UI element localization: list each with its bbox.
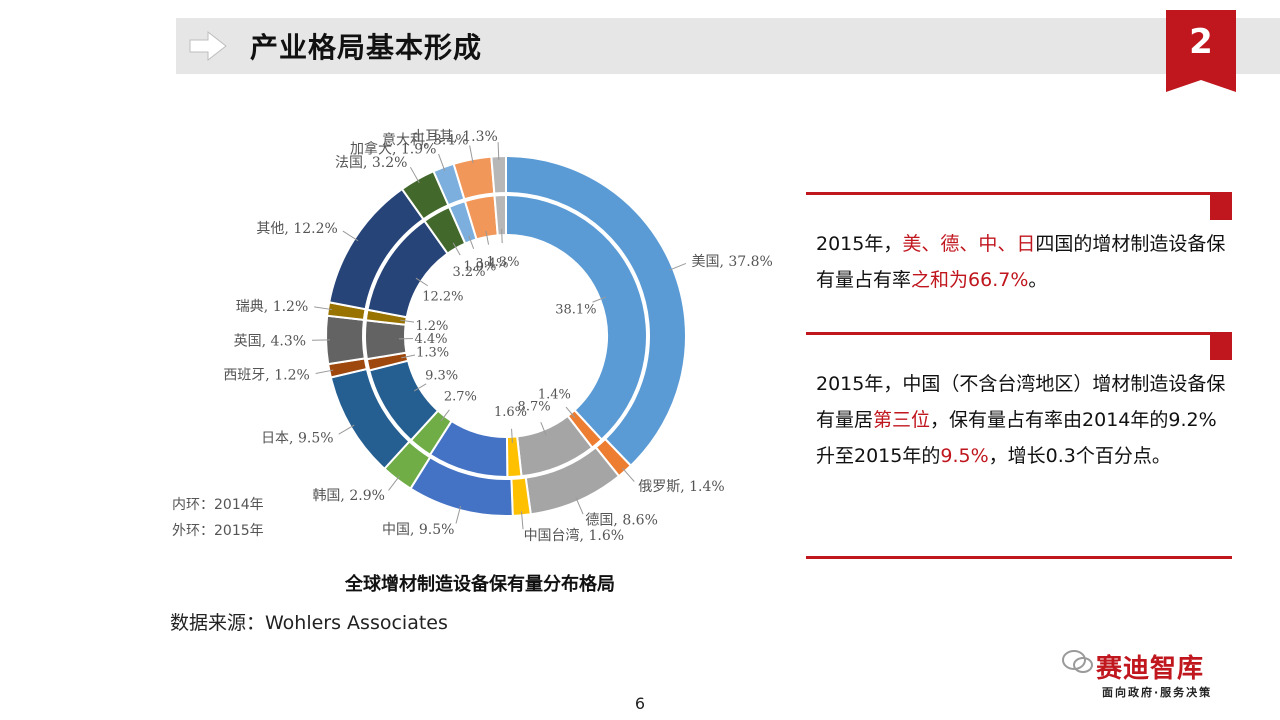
highlight-text: 美、德、中、日 [902,233,1036,255]
highlight-text: 第三位 [873,409,931,431]
leader-line [413,383,427,392]
leader-line [669,262,687,271]
info-text-segment: 。 [1028,269,1048,291]
info-box-1: 2015年，美、德、中、日四国的增材制造设备保有量占有率之和为66.7%。 [806,192,1232,298]
leader-line [501,229,503,244]
highlight-text: 9.5% [940,445,989,467]
leader-line [388,475,400,491]
leader-line [440,409,450,422]
leader-line [511,428,513,443]
watermark-logo: 赛迪智库 [1096,654,1205,684]
arrow-right-icon [189,30,227,62]
outer-data-label: 日本, 9.5% [261,430,333,446]
outer-data-label: 英国, 4.3% [234,332,306,349]
inner-slice [364,319,408,361]
outer-data-label: 西班牙, 1.2% [223,368,309,384]
outer-data-label: 韩国, 2.9% [312,488,384,504]
inner-data-label: 1.6% [494,405,527,420]
leader-line [438,153,446,172]
outer-slice [325,314,366,366]
outer-data-label: 美国, 37.8% [691,254,772,270]
inner-data-label: 38.1% [555,303,596,318]
inner-data-label: 9.3% [425,369,458,384]
inner-data-label: 1.2% [415,319,448,334]
inner-data-label: 1.9% [463,260,496,275]
bottom-rule [806,556,1232,559]
info-text-segment: ，保有量占有率由2014年的9.2%升至2015年的 [816,409,1217,467]
outer-data-label: 瑞典, 1.2% [236,299,308,315]
info-box-2: 2015年，中国（不含台湾地区）增材制造设备保有量居第三位，保有量占有率由201… [806,332,1232,474]
inner-data-label: 1.3% [416,345,449,360]
inner-data-label: 2.7% [444,390,477,405]
inner-data-label: 12.2% [422,289,463,304]
leader-line [622,467,635,482]
outer-data-label: 中国, 9.5% [382,522,454,538]
highlight-text: 之和为66.7% [911,269,1029,291]
leader-line [338,424,355,435]
page-title: 产业格局基本形成 [250,31,483,64]
leader-line [315,369,334,375]
leader-line [497,142,500,161]
leader-line [400,319,415,323]
leader-line [469,145,474,164]
leader-line [342,230,359,242]
leader-line [468,235,475,249]
leader-line [565,406,576,419]
ring-legend-inner: 内环：2014年 [172,497,264,513]
outer-data-label: 土耳其, 1.3% [411,129,497,145]
data-source: 数据来源：Wohlers Associates [170,612,448,634]
leader-line [452,242,461,256]
inner-slice [505,193,648,442]
info-text-segment: 2015年，中国（不含台湾地区）增材制造设备保有量居 [816,373,1226,431]
outer-data-label: 俄罗斯, 1.4% [638,479,724,495]
leader-line [455,505,462,524]
inner-data-label: 1.4% [538,387,571,402]
leader-line [415,277,429,287]
info-text-segment: 2015年， [816,233,903,255]
info-text-segment: ，增长0.3个百分点。 [988,445,1171,467]
outer-data-label: 中国台湾, 1.6% [524,527,624,544]
page-badge: 2 [1189,22,1213,62]
red-tab-marker [1210,332,1232,360]
leader-line [575,497,584,515]
leader-line [409,166,420,184]
page-number: 6 [634,694,646,713]
inner-data-label: 8.7% [518,400,551,415]
inner-slice [493,193,507,237]
outer-data-label: 德国, 8.6% [585,513,657,529]
watermark-slogan: 面向政府·服务决策 [1102,686,1213,699]
inner-data-label: 1.3% [486,255,519,270]
info-text-segment: 四国的增材制造设备保有量占有率 [816,233,1226,291]
outer-data-label: 意大利, 3.4% [382,132,468,149]
outer-data-label: 加拿大, 1.9% [350,140,436,157]
inner-data-label: 3.4% [475,256,508,271]
wechat-icon [1062,650,1093,673]
header-bar: 产业格局基本形成 [176,18,1280,74]
red-tab-marker [1210,192,1232,220]
page-badge-icon [1166,10,1236,92]
info-text-1: 2015年，美、德、中、日四国的增材制造设备保有量占有率之和为66.7%。 [806,222,1232,298]
leader-line [314,306,333,311]
leader-line [540,422,547,436]
leader-line [485,230,490,245]
donut-chart: 美国, 37.8% 俄罗斯, 1.4% 德国, 8.6%中国台湾, 1.6% 中国, … [223,129,773,544]
outer-slice [490,154,507,195]
leader-line [520,511,524,530]
inner-data-label: 4.4% [415,332,448,347]
leader-line [401,354,416,359]
ring-legend-outer: 外环：2015年 [172,523,264,539]
outer-data-label: 其他, 12.2% [256,221,337,237]
outer-data-label: 法国, 3.2% [335,155,407,171]
chart-title: 全球增材制造设备保有量分布格局 [345,574,615,595]
leader-line [592,296,606,303]
info-text-2: 2015年，中国（不含台湾地区）增材制造设备保有量居第三位，保有量占有率由201… [806,362,1232,474]
inner-data-label: 3.2% [452,265,485,280]
